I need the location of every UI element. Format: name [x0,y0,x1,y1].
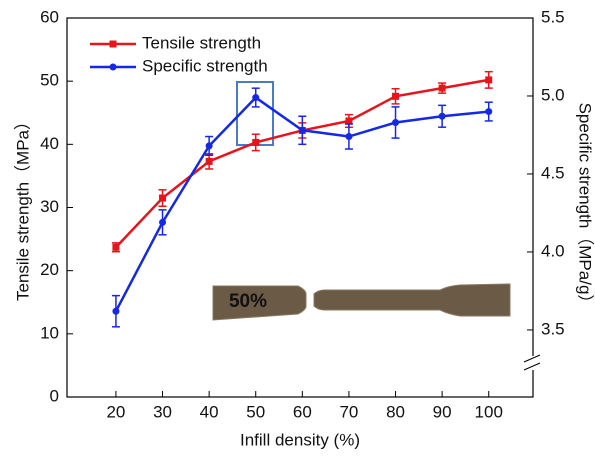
y-tick-label: 60 [40,7,59,26]
plot-frame [66,17,534,398]
axis-break [523,362,541,371]
series-line [115,78,489,249]
legend-label: Tensile strength [142,33,261,52]
x-axis-label: Infill density (%) [240,430,360,449]
marker [438,112,446,120]
legend-marker [109,63,117,71]
marker [438,84,446,92]
marker [205,142,213,150]
marker [205,157,213,165]
x-tick-label: 80 [386,402,405,421]
legend-label: Specific strength [142,56,268,75]
y2-tick-label: 4.5 [541,163,565,182]
y-tick-label: 0 [50,386,59,405]
y2-tick-label: 4.0 [541,241,565,260]
y2-tick-label: 5.5 [541,7,565,26]
x-tick-label: 20 [106,402,125,421]
y2-tick-label: 5.0 [541,85,565,104]
inset-label: 50% [229,291,267,312]
x-tick-label: 40 [200,402,219,421]
specimen-image: 50% [212,283,511,321]
x-tick-label: 90 [433,402,452,421]
axis-break [523,354,541,363]
marker [112,307,120,315]
y2-axis-label: Specific strength（MPa/g） [576,103,595,312]
y-axis-label: Tensile strength（MPa） [13,113,32,301]
marker [252,94,260,102]
marker [485,108,493,116]
legend-marker [109,40,117,48]
y2-tick-label: 3.5 [541,319,565,338]
marker [345,117,353,125]
marker [112,243,120,251]
marker [345,133,353,141]
x-tick-label: 60 [293,402,312,421]
axis-break-gap [528,356,538,370]
y-tick-label: 20 [40,260,59,279]
x-tick-label: 70 [339,402,358,421]
marker [392,92,400,100]
y-tick-label: 10 [40,323,59,342]
marker [159,194,167,202]
marker [392,118,400,126]
y-tick-label: 50 [40,71,59,90]
x-tick-label: 30 [153,402,172,421]
marker [485,76,493,84]
x-tick-label: 100 [475,402,503,421]
marker [159,218,167,226]
y-tick-label: 40 [40,134,59,153]
y-tick-label: 30 [40,197,59,216]
marker [252,138,260,146]
x-tick-label: 50 [246,402,265,421]
marker [298,126,306,134]
